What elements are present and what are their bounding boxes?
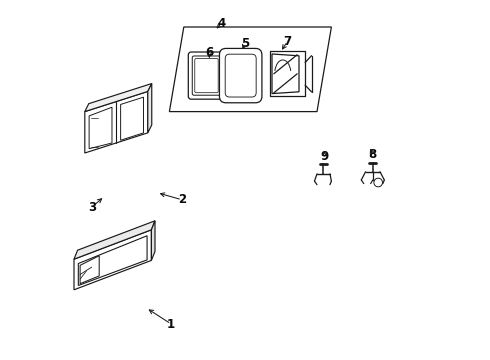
Polygon shape <box>272 54 299 94</box>
Text: 1: 1 <box>167 318 175 330</box>
Text: 2: 2 <box>178 193 186 206</box>
Polygon shape <box>151 221 155 260</box>
Polygon shape <box>74 221 155 259</box>
Text: 7: 7 <box>283 35 292 48</box>
Polygon shape <box>170 27 331 112</box>
Polygon shape <box>85 84 152 112</box>
Text: 6: 6 <box>205 46 213 59</box>
Polygon shape <box>148 84 152 133</box>
FancyBboxPatch shape <box>188 52 224 99</box>
Text: 3: 3 <box>88 201 96 213</box>
FancyBboxPatch shape <box>220 49 262 103</box>
Polygon shape <box>85 91 148 153</box>
Polygon shape <box>74 230 151 290</box>
Text: 4: 4 <box>218 17 226 30</box>
Text: 9: 9 <box>320 150 328 163</box>
Text: 5: 5 <box>241 37 249 50</box>
Text: 8: 8 <box>368 148 377 161</box>
